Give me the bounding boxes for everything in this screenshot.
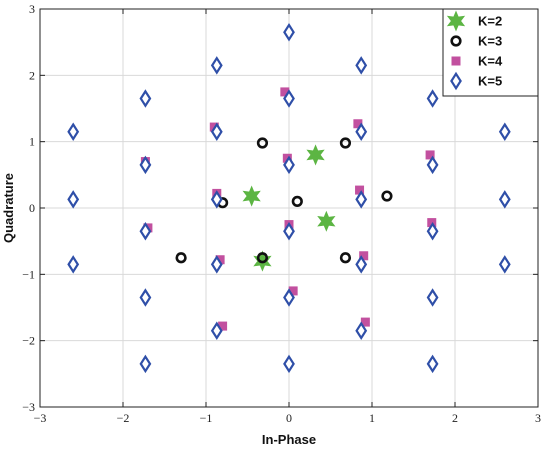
point-k5	[283, 288, 295, 307]
point-k5	[139, 89, 152, 108]
point-k5	[426, 354, 439, 374]
x-tick-label: 0	[286, 411, 292, 425]
point-k5	[67, 190, 80, 209]
point-k3	[339, 252, 352, 264]
point-k4	[359, 251, 369, 261]
point-k4	[218, 321, 228, 331]
point-k5	[210, 255, 223, 274]
point-k3	[256, 252, 269, 264]
legend-marker-k5	[450, 71, 462, 91]
point-k5	[139, 354, 152, 374]
point-k2	[306, 144, 325, 166]
point-k4	[353, 119, 363, 129]
point-k5	[426, 155, 439, 175]
y-tick-label: −2	[22, 334, 35, 348]
legend-marker-k2	[446, 10, 466, 32]
y-tick-label: 3	[29, 2, 35, 16]
y-tick-label: 0	[29, 201, 35, 215]
point-k5	[426, 221, 439, 241]
point-k5	[283, 155, 295, 175]
tick-labels: −3 −2 −1 0 1 2 3 −3 −2 −1 0 1 2 3	[22, 2, 541, 425]
x-tick-label: −3	[34, 411, 47, 425]
point-k5	[355, 122, 368, 141]
legend-label-k2: K=2	[478, 14, 502, 29]
point-k5	[139, 155, 152, 175]
y-tick-label: 1	[29, 135, 35, 149]
point-k3	[381, 190, 393, 202]
point-k5	[139, 221, 152, 241]
x-tick-label: 3	[535, 411, 541, 425]
y-tick-label: 2	[29, 68, 35, 82]
point-k5	[355, 321, 368, 340]
point-k5	[67, 122, 80, 141]
point-k5	[426, 89, 439, 108]
x-tick-label: −1	[200, 411, 213, 425]
point-k5	[210, 56, 223, 75]
point-k5	[355, 56, 368, 75]
y-tick-label: −3	[22, 400, 35, 414]
point-k3	[175, 252, 187, 264]
point-k3	[339, 137, 352, 149]
x-axis-label: In-Phase	[262, 432, 316, 447]
point-k5	[498, 255, 511, 274]
point-k4	[360, 317, 370, 327]
data-markers	[67, 22, 511, 374]
point-k4	[355, 185, 365, 195]
point-k2	[317, 210, 336, 232]
point-k5	[283, 89, 295, 108]
point-k4	[280, 87, 290, 97]
point-k5	[210, 122, 223, 141]
x-tick-label: 2	[452, 411, 458, 425]
legend-label-k5: K=5	[478, 74, 502, 89]
legend: K=2 K=3 K=4 K=5	[442, 8, 539, 97]
point-k4	[288, 286, 298, 296]
legend-label-k4: K=4	[478, 54, 503, 69]
point-k5	[67, 255, 80, 274]
point-k5	[355, 190, 368, 209]
point-k4	[425, 150, 435, 160]
point-k5	[283, 221, 295, 241]
point-k3	[291, 195, 303, 207]
y-axis-label: Quadrature	[1, 173, 16, 243]
plot-frame	[39, 8, 539, 408]
point-k4	[427, 218, 437, 228]
point-k5	[283, 22, 295, 42]
point-k5	[498, 122, 511, 141]
legend-marker-k3	[450, 35, 462, 47]
legend-marker-k4	[451, 56, 461, 66]
point-k5	[210, 190, 223, 209]
point-k5	[210, 321, 223, 340]
point-k5	[139, 288, 152, 307]
y-tick-label: −1	[22, 267, 35, 281]
point-k2	[242, 185, 261, 207]
point-k3	[256, 137, 269, 149]
legend-label-k3: K=3	[478, 34, 502, 49]
point-k4	[215, 255, 225, 265]
x-tick-label: −2	[117, 411, 130, 425]
x-tick-label: 1	[369, 411, 375, 425]
point-k5	[426, 288, 439, 307]
point-k5	[498, 190, 511, 209]
point-k5	[355, 255, 368, 274]
point-k5	[283, 354, 295, 374]
